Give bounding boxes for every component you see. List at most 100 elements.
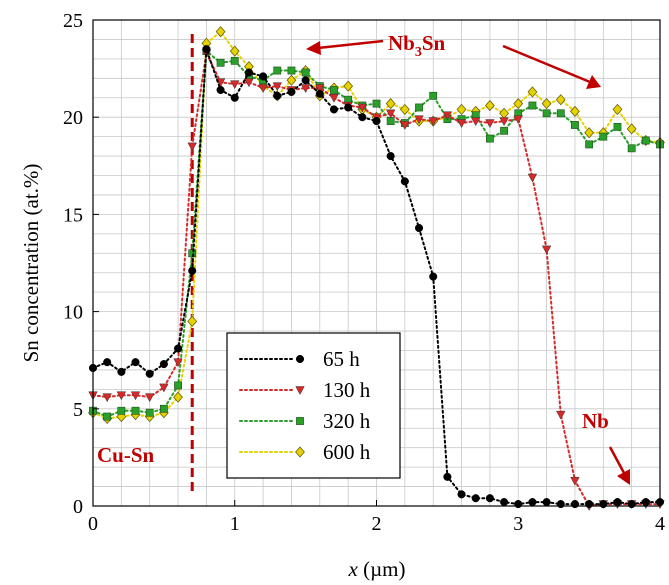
data-point bbox=[400, 177, 409, 186]
data-point bbox=[428, 117, 438, 127]
data-point bbox=[145, 408, 154, 417]
data-point bbox=[399, 103, 410, 115]
data-point bbox=[429, 91, 438, 100]
legend-entry: 130 h bbox=[239, 378, 371, 402]
data-point bbox=[102, 393, 112, 403]
x-tick-label: 2 bbox=[372, 513, 382, 535]
data-point bbox=[216, 85, 225, 95]
data-point bbox=[329, 94, 339, 103]
data-point bbox=[215, 78, 226, 88]
data-point bbox=[202, 45, 211, 54]
data-point bbox=[295, 446, 305, 458]
data-point bbox=[556, 410, 566, 420]
data-point bbox=[329, 105, 339, 114]
data-point bbox=[641, 498, 650, 507]
data-point bbox=[386, 152, 395, 161]
data-point bbox=[457, 490, 466, 499]
data-point bbox=[116, 411, 127, 423]
data-point bbox=[527, 86, 538, 98]
data-point bbox=[584, 127, 594, 139]
data-point bbox=[471, 494, 480, 503]
data-point bbox=[443, 472, 452, 481]
data-point bbox=[301, 68, 310, 77]
data-point bbox=[500, 126, 508, 135]
data-point bbox=[613, 123, 622, 131]
data-point bbox=[513, 98, 524, 110]
data-point bbox=[300, 84, 311, 94]
data-point bbox=[286, 74, 297, 86]
y-tick-label: 15 bbox=[63, 204, 83, 226]
data-point bbox=[343, 80, 354, 92]
data-point bbox=[216, 58, 225, 67]
data-point bbox=[527, 173, 538, 183]
data-point bbox=[541, 245, 552, 255]
data-point bbox=[528, 101, 537, 110]
x-tick-label: 0 bbox=[88, 513, 98, 535]
annotation-nb: Nb bbox=[582, 409, 609, 433]
data-point bbox=[612, 103, 623, 115]
legend-entry: 65 h bbox=[239, 347, 360, 371]
legend-label: 320 h bbox=[323, 409, 371, 433]
x-tick-label: 1 bbox=[230, 513, 240, 535]
data-point bbox=[415, 103, 423, 112]
legend-entry: 320 h bbox=[239, 409, 371, 433]
data-point bbox=[570, 476, 580, 486]
series-65-h bbox=[88, 45, 665, 509]
y-tick-label: 20 bbox=[63, 107, 83, 129]
data-point bbox=[130, 391, 141, 401]
data-point bbox=[358, 113, 367, 122]
data-point bbox=[145, 369, 154, 378]
data-point bbox=[429, 272, 438, 281]
data-point bbox=[173, 358, 183, 368]
x-tick-label: 4 bbox=[655, 513, 665, 535]
data-point bbox=[144, 393, 155, 403]
data-point bbox=[229, 45, 240, 57]
data-point bbox=[230, 80, 240, 90]
data-point bbox=[414, 223, 424, 233]
data-point bbox=[258, 84, 268, 94]
data-point bbox=[188, 249, 197, 258]
data-point bbox=[627, 500, 636, 509]
data-point bbox=[613, 498, 622, 507]
data-point bbox=[215, 26, 226, 38]
data-point bbox=[330, 86, 338, 94]
y-tick-label: 5 bbox=[73, 399, 83, 421]
annotation-nb3sn: Nb3Sn bbox=[388, 31, 446, 60]
legend-box bbox=[226, 332, 401, 479]
legend: 65 h 130 h 320 h 600 h bbox=[226, 332, 401, 479]
data-point bbox=[485, 119, 495, 129]
data-point bbox=[259, 72, 268, 81]
x-axis-label: x (µm) bbox=[348, 557, 406, 581]
data-point bbox=[131, 406, 140, 415]
data-point bbox=[173, 391, 183, 403]
data-point bbox=[295, 386, 305, 396]
series-layer bbox=[88, 26, 665, 512]
data-point bbox=[344, 103, 353, 112]
data-point bbox=[542, 109, 551, 118]
data-point bbox=[315, 84, 325, 94]
x-axis-unit: (µm) bbox=[363, 557, 405, 581]
data-point bbox=[641, 136, 650, 145]
data-point bbox=[103, 358, 112, 367]
data-point bbox=[159, 404, 168, 413]
data-point bbox=[471, 117, 481, 127]
data-point bbox=[599, 132, 608, 141]
data-point bbox=[244, 78, 254, 88]
data-point bbox=[513, 115, 523, 125]
data-point bbox=[541, 98, 552, 110]
y-tick-label: 0 bbox=[73, 496, 83, 518]
y-tick-label: 25 bbox=[63, 10, 83, 32]
data-point bbox=[273, 91, 282, 100]
arrow-right-nb3sn bbox=[502, 44, 601, 89]
data-point bbox=[626, 123, 637, 135]
data-point bbox=[159, 383, 169, 393]
data-point bbox=[174, 344, 183, 353]
data-point bbox=[456, 119, 467, 129]
data-point bbox=[287, 87, 296, 96]
data-point bbox=[357, 103, 368, 113]
data-point bbox=[287, 66, 296, 75]
data-point bbox=[556, 109, 565, 118]
data-point bbox=[244, 68, 253, 77]
legend-label: 600 h bbox=[323, 440, 371, 464]
